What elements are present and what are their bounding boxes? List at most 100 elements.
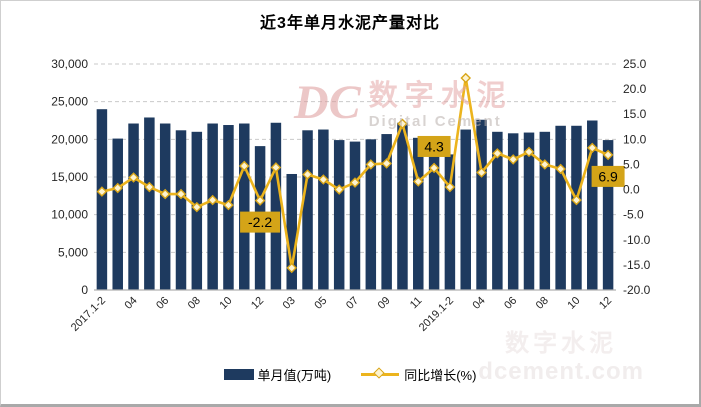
bar-2017.07	[175, 130, 187, 290]
bar-2018.09	[381, 134, 392, 290]
svg-text:-15.0: -15.0	[623, 258, 651, 272]
marker-2019.07	[523, 146, 535, 158]
marker-2017.04	[128, 172, 139, 183]
svg-text:11: 11	[408, 295, 425, 312]
bar-2018.07	[349, 141, 361, 290]
bar-2018.08	[365, 139, 377, 290]
legend-item-monthly-value: 单月值(万吨)	[223, 365, 332, 384]
bar-2019.07	[523, 132, 535, 290]
bar-2019.11	[587, 120, 598, 290]
svg-text:5,000: 5,000	[58, 245, 88, 259]
bar-2019.08	[539, 131, 551, 290]
svg-text:07: 07	[344, 295, 361, 312]
svg-text:-10.0: -10.0	[623, 233, 651, 247]
svg-text:12: 12	[597, 295, 614, 312]
marker-2018.06	[333, 184, 345, 195]
line-markers	[96, 72, 614, 274]
svg-text:12: 12	[249, 295, 266, 312]
bar-2019.1-2	[444, 154, 456, 290]
svg-text:15.0: 15.0	[623, 107, 647, 121]
marker-2019.06	[507, 154, 519, 165]
bar-2017.11	[239, 123, 250, 290]
svg-text:20.0: 20.0	[623, 82, 647, 96]
marker-2019.12	[602, 149, 614, 161]
svg-text:5.0: 5.0	[623, 157, 640, 171]
marker-2017.08	[191, 201, 203, 213]
marker-2019.08	[539, 159, 551, 170]
marker-2018.1-2	[270, 162, 282, 173]
diamond-marker-icon	[373, 367, 385, 379]
marker-2019.04	[476, 167, 487, 178]
svg-text:04: 04	[123, 295, 140, 312]
svg-text:10,000: 10,000	[51, 208, 88, 222]
bar-2018.04	[302, 130, 313, 290]
svg-text:03: 03	[281, 295, 298, 312]
line-series-swatch	[361, 367, 400, 379]
bar-2018.06	[333, 140, 345, 290]
marker-2017.06	[159, 188, 171, 200]
chart-title: 近3年单月水泥产量对比	[260, 15, 440, 32]
svg-text:0.0: 0.0	[623, 183, 640, 197]
callout-text: -2.2	[248, 214, 272, 230]
marker-2018.08	[365, 159, 377, 170]
bar-2019.05	[492, 131, 503, 290]
legend-label-yoy-growth: 同比增长(%)	[404, 368, 477, 383]
callout-text: 6.9	[598, 168, 618, 184]
svg-text:08: 08	[186, 295, 203, 312]
marker-2018.11	[412, 176, 424, 187]
svg-text:05: 05	[312, 295, 329, 312]
marker-2017.1-2	[96, 186, 108, 197]
callout-box--2.2	[240, 211, 281, 233]
marker-2017.10	[223, 199, 234, 211]
bar-2017.05	[144, 117, 155, 290]
marker-2019.10	[571, 194, 582, 206]
right-axis-labels: -20.0 -15.0 -10.0 -5.0 0.0 5.0 10.0 15.0 20.0 25.…	[623, 57, 651, 297]
bar-2017.06	[159, 123, 171, 290]
bar-2019.10	[571, 125, 582, 290]
svg-text:25,000: 25,000	[51, 95, 88, 109]
marker-2018.09	[381, 158, 392, 169]
bar-2017.1-2	[96, 109, 108, 290]
left-axis-labels: 0 5,000 10,000 15,000 20,000 25,000 30,000	[51, 57, 88, 297]
svg-text:10: 10	[565, 295, 582, 312]
svg-text:0: 0	[81, 283, 88, 297]
marker-2018.04	[302, 169, 313, 180]
chart-legend: 单月值(万吨) 同比增长(%)	[1, 365, 699, 384]
svg-text:09: 09	[376, 295, 393, 312]
callout-box-6.9	[591, 165, 625, 187]
callout-box-4.3	[417, 135, 451, 157]
marker-2018.03	[286, 262, 298, 274]
svg-text:15,000: 15,000	[51, 170, 88, 184]
marker-2017.12	[254, 195, 266, 206]
bar-2019.09	[555, 125, 566, 290]
bar-2019.03	[460, 129, 471, 290]
marker-2019.05	[492, 148, 503, 159]
marker-2019.1-2	[444, 181, 456, 193]
svg-text:04: 04	[471, 295, 488, 312]
bar-2018.11	[413, 137, 424, 290]
svg-text:10: 10	[217, 295, 234, 312]
svg-text:2017.1-2: 2017.1-2	[69, 295, 108, 334]
marker-2019.03	[460, 72, 472, 84]
callout-text: 4.3	[424, 138, 444, 154]
svg-text:-20.0: -20.0	[623, 283, 651, 297]
marker-2018.07	[349, 177, 361, 188]
bar-2019.06	[507, 133, 519, 290]
legend-item-yoy-growth: 同比增长(%)	[361, 365, 476, 384]
legend-label-monthly-value: 单月值(万吨)	[257, 368, 332, 383]
bar-2018.12	[428, 136, 440, 290]
bar-2018.05	[318, 129, 329, 290]
svg-text:2019.1-2: 2019.1-2	[417, 295, 456, 334]
bar-2017.04	[128, 123, 139, 290]
svg-text:20,000: 20,000	[51, 132, 88, 146]
bar-2017.09	[207, 123, 218, 290]
bar-2018.10	[397, 122, 408, 290]
svg-text:10.0: 10.0	[623, 132, 647, 146]
bar-2018.03	[286, 173, 297, 290]
marker-2017.11	[238, 160, 250, 172]
marker-2019.11	[586, 142, 598, 154]
svg-text:06: 06	[154, 295, 171, 312]
